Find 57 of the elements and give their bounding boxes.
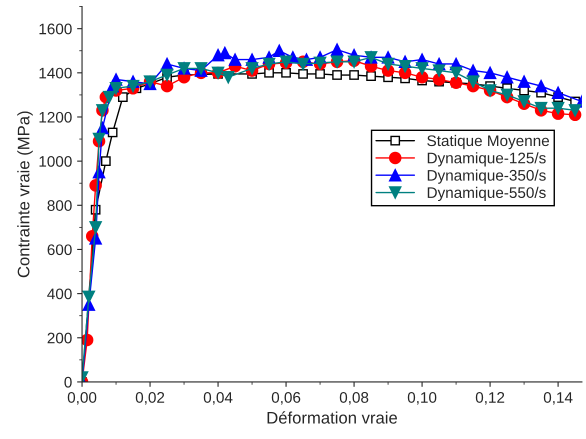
y-tick-label: 0 [64, 376, 72, 388]
point [398, 60, 412, 72]
point [534, 102, 548, 114]
point [568, 104, 582, 117]
x-tick-label: 0,08 [340, 392, 368, 405]
legend-label: Dynamique-350/s [428, 170, 546, 184]
point [330, 43, 344, 56]
point [332, 70, 342, 80]
point [228, 53, 242, 66]
x-tick-label: 0,12 [476, 392, 504, 405]
point [416, 70, 428, 84]
point [160, 80, 174, 92]
point [298, 69, 308, 79]
point [126, 80, 140, 92]
y-tick-label: 200 [48, 332, 72, 344]
point [416, 62, 428, 75]
point [160, 68, 174, 82]
point [484, 66, 496, 80]
point [222, 70, 235, 84]
point [432, 64, 446, 77]
point [82, 290, 96, 304]
x-axis-title: Déformation vraie [268, 411, 397, 424]
legend-label: Statique Moyenne [427, 134, 550, 150]
x-tick-label: 0,10 [408, 392, 436, 405]
point [102, 90, 116, 104]
x-tick-label: 0,02 [136, 392, 164, 405]
x-tick-label: 0,14 [544, 392, 573, 405]
y-tick-label: 600 [48, 244, 72, 256]
point [315, 69, 325, 79]
point [92, 132, 106, 146]
x-tick-label: 0,00 [68, 392, 96, 405]
y-tick-label: 400 [47, 288, 72, 300]
legend-label: Dynamique-550/s [428, 186, 546, 202]
point [466, 75, 480, 88]
x-tick-label: 0,06 [272, 392, 300, 405]
y-tick-label: 1600 [40, 24, 72, 34]
point [382, 58, 394, 70]
point [534, 80, 548, 92]
point [500, 70, 514, 84]
point [273, 44, 286, 57]
point [552, 102, 564, 114]
point [100, 156, 111, 166]
y-tick-label: 800 [47, 200, 72, 211]
point [281, 68, 291, 78]
point [349, 70, 359, 80]
x-tick-label: 0,04 [204, 392, 232, 405]
point [89, 221, 102, 234]
point [450, 66, 462, 80]
point [366, 71, 376, 81]
y-tick-label: 1200 [40, 112, 72, 123]
legend-label: Dynamique-125/s [428, 152, 546, 166]
point [552, 86, 564, 99]
point [108, 128, 118, 138]
y-tick-label: 1400 [40, 68, 72, 79]
y-tick-label: 1000 [40, 156, 72, 167]
y-axis-title: Contrainte vraie (MPa) [17, 111, 33, 278]
point [518, 75, 530, 88]
